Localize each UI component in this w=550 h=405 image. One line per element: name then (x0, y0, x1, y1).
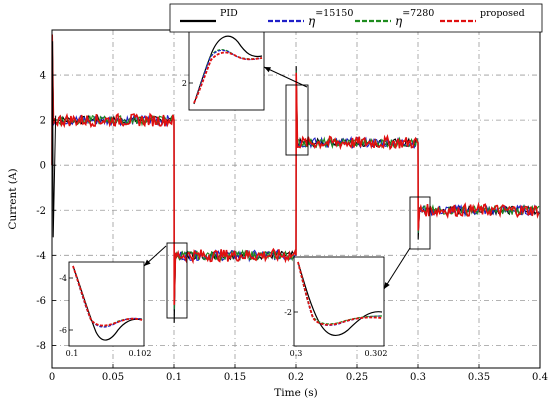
zoom-box-2 (166, 242, 188, 319)
zoom-box-3 (409, 196, 431, 250)
series-line-pid-startup (52, 41, 57, 238)
inset-2-xtick-label: 0.1 (66, 349, 79, 358)
zoom-arrowhead-2 (144, 259, 151, 266)
zoom-arrow-1 (263, 66, 308, 88)
y-tick-label: -8 (36, 341, 46, 352)
inset-1-ytick-label: 2 (182, 79, 187, 88)
legend-label-1: η=15150 (308, 8, 353, 28)
legend: PID η=15150 η=7280 proposed (169, 3, 543, 33)
inset-1-line-3 (193, 51, 263, 104)
zoom-arrow-3 (383, 247, 411, 290)
inset-3-line-3 (297, 261, 383, 326)
legend-label-3: proposed (480, 8, 525, 19)
data-traces (51, 34, 540, 323)
y-tick-label: -4 (36, 251, 46, 262)
zoom-arrowhead-1 (264, 67, 271, 73)
inset-2-xtick-label: 0.102 (129, 349, 152, 358)
y-tick-label: -6 (36, 296, 46, 307)
x-tick-label: 0.3 (410, 372, 426, 383)
x-axis-label: Time (s) (274, 387, 317, 399)
x-tick-label: 0 (49, 372, 55, 383)
x-tick-label: 0.2 (288, 372, 304, 383)
x-tick-label: 0.4 (532, 372, 548, 383)
inset-plots: 2 -4 -6 0.1 0.102 -2 0.3 0.302 (59, 30, 388, 358)
y-tick-label: 2 (40, 116, 46, 127)
axis-ticks: 0 0.05 0.1 0.15 0.2 0.25 0.3 0.35 0.4 4 2 0 -2 -4 -6 -8 (36, 71, 548, 383)
x-tick-label: 0.1 (166, 372, 182, 383)
zoom-callouts (143, 66, 431, 319)
y-tick-label: -2 (36, 206, 46, 217)
inset-1: 2 (182, 30, 265, 111)
inset-2-ytick-label: -4 (59, 274, 67, 283)
inset-2-frame (68, 261, 145, 347)
legend-box (169, 3, 543, 33)
legend-label-2: η=7280 (395, 8, 434, 28)
y-axis-label: Current (A) (7, 168, 19, 229)
inset-3-xtick-label: 0.302 (365, 349, 388, 358)
inset-1-frame (188, 30, 265, 111)
x-tick-label: 0.15 (224, 372, 246, 383)
inset-1-line-0 (193, 35, 263, 105)
inset-2-ytick-label: -6 (59, 326, 67, 335)
inset-3: -2 0.3 0.302 (284, 256, 388, 358)
inset-2-line-3 (72, 265, 143, 327)
x-tick-label: 0.05 (102, 372, 124, 383)
series-line-3 (51, 34, 540, 305)
y-tick-label: 0 (40, 161, 46, 172)
legend-label-0: PID (220, 8, 238, 19)
zoom-box-1 (285, 84, 309, 156)
inset-3-line-0 (297, 261, 383, 337)
y-tick-label: 4 (40, 71, 46, 82)
zoom-arrowhead-3 (384, 282, 390, 289)
inset-2: -4 -6 0.1 0.102 (59, 261, 152, 358)
x-tick-label: 0.25 (346, 372, 368, 383)
inset-3-xtick-label: 0.3 (290, 349, 303, 358)
inset-3-ytick-label: -2 (284, 308, 292, 317)
x-tick-label: 0.35 (468, 372, 490, 383)
